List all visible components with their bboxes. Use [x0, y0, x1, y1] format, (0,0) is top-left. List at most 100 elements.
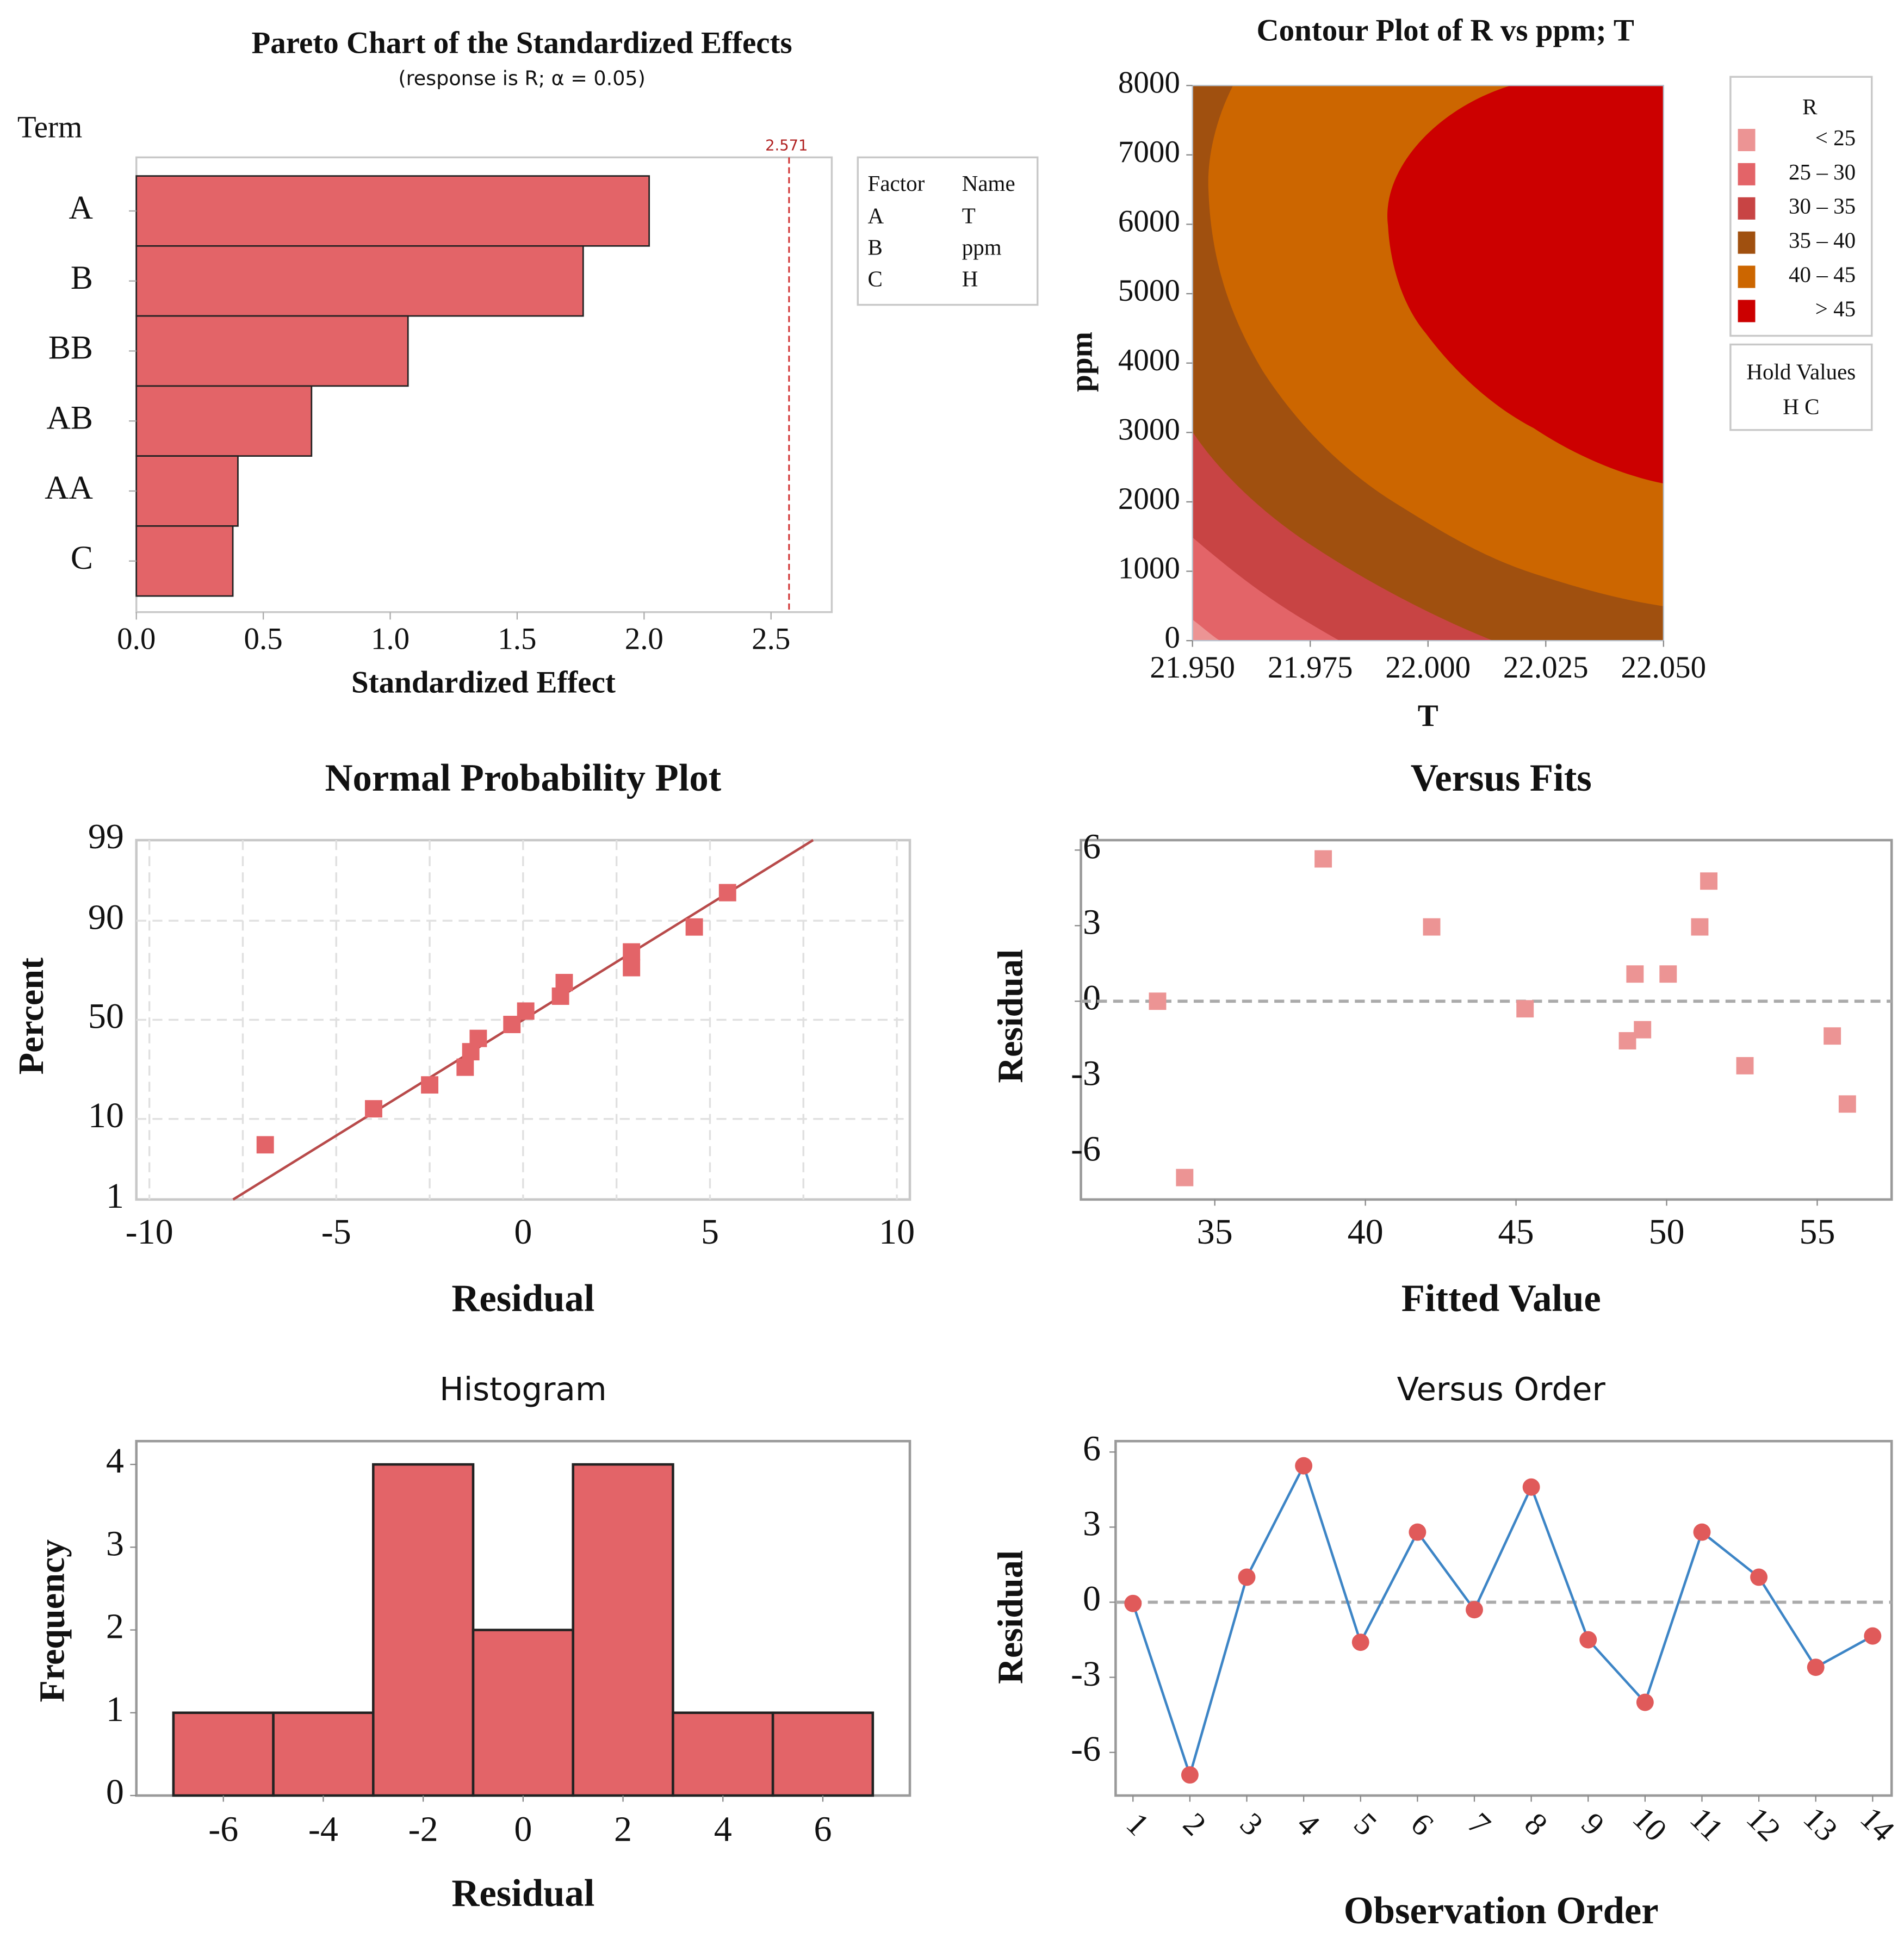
y-tick-label: 2 — [106, 1607, 124, 1647]
data-point — [1466, 1601, 1483, 1619]
y-axis-label: Term — [17, 110, 82, 144]
legend-name: T — [962, 203, 976, 228]
versus-fits-plot: Versus Fits 6 3 0 -3 -6 35 40 45 50 55 Fitted Value… — [991, 757, 1893, 1320]
histogram-bar — [472, 1629, 574, 1797]
x-tick-label: 9 — [1575, 1806, 1612, 1843]
data-point — [256, 1136, 274, 1154]
y-tick-label: 90 — [88, 897, 124, 937]
legend-box — [857, 156, 1039, 306]
x-tick-label: -10 — [126, 1212, 173, 1252]
legend-name: ppm — [962, 235, 1002, 260]
data-point — [685, 918, 703, 936]
data-point — [469, 1029, 487, 1047]
y-tick-label: 3 — [106, 1524, 124, 1563]
data-point — [517, 1002, 535, 1020]
y-tick-label: 8000 — [1118, 65, 1180, 100]
normal-probability-plot: Normal Probability Plot 1 10 50 90 99 -10 -5 0 5 1… — [11, 757, 915, 1320]
data-point — [1176, 1169, 1194, 1187]
legend-box — [1729, 343, 1873, 431]
contour-surface — [1192, 85, 1664, 641]
data-point — [1807, 1659, 1825, 1676]
y-tick-label: 99 — [88, 817, 124, 856]
x-tick-label: 12 — [1740, 1800, 1788, 1848]
x-tick-label: 13 — [1797, 1800, 1845, 1848]
data-point — [1409, 1523, 1427, 1541]
x-tick-label: 40 — [1348, 1212, 1384, 1252]
x-axis-label: Fitted Value — [1401, 1277, 1601, 1320]
legend-level-label: 25 – 30 — [1789, 159, 1856, 184]
legend-title: R — [1802, 94, 1818, 119]
legend-factor: B — [868, 235, 883, 260]
data-point — [1149, 992, 1167, 1010]
y-tick-label: 2000 — [1118, 482, 1180, 516]
data-point — [623, 943, 641, 961]
chart-title: Versus Fits — [1411, 757, 1592, 799]
x-tick-label: 6 — [1404, 1806, 1441, 1843]
data-point — [365, 1100, 382, 1118]
plot-area — [1080, 838, 1893, 1201]
data-point — [1700, 872, 1718, 890]
y-axis-label: Percent — [11, 958, 51, 1074]
y-tick-label: 6 — [1083, 1428, 1101, 1468]
reference-line-label: 2.571 — [765, 137, 808, 154]
chart-title: Pareto Chart of the Standardized Effects — [251, 26, 792, 60]
data-point — [1238, 1568, 1256, 1586]
data-point — [1659, 965, 1677, 983]
x-tick-label: 22.050 — [1621, 650, 1706, 685]
x-tick-label: 22.025 — [1503, 650, 1589, 685]
data-point — [1864, 1627, 1882, 1645]
legend-level-label: > 45 — [1815, 296, 1856, 321]
legend-swatch — [1738, 197, 1756, 220]
histogram-plot: Histogram 0 1 2 3 4 -6 -4 -2 0 2 4 6 Residual Frequenc… — [33, 1370, 911, 1915]
data-point — [718, 884, 736, 902]
legend-level-label: < 25 — [1815, 125, 1856, 150]
contour-plot: Contour Plot of R vs ppm; T 0 1000 2000 3000… — [1064, 14, 1873, 733]
x-tick-label: 8 — [1518, 1806, 1555, 1843]
category-label: AA — [45, 469, 93, 506]
x-tick-label: 45 — [1498, 1212, 1534, 1252]
x-tick-label: -4 — [308, 1810, 338, 1849]
data-point — [421, 1076, 439, 1094]
category-label: BB — [48, 330, 93, 367]
histogram-bar — [172, 1711, 275, 1797]
bar-b — [135, 245, 584, 317]
bar-aa — [135, 455, 239, 527]
y-tick-label: 1000 — [1118, 551, 1180, 586]
data-point — [1736, 1057, 1754, 1074]
x-tick-label: 0 — [514, 1810, 532, 1849]
y-tick-label: -6 — [1071, 1729, 1101, 1769]
x-axis-label: Residual — [451, 1277, 594, 1320]
contour-legend: R < 25 25 – 30 30 – 35 35 – 40 40 – 45 > 45 — [1729, 76, 1873, 337]
x-tick-label: 5 — [1347, 1806, 1384, 1843]
legend-level-label: 35 – 40 — [1789, 228, 1856, 253]
legend-name: H — [962, 266, 978, 291]
x-axis-label: T — [1418, 699, 1438, 733]
x-tick-label: 0.0 — [117, 622, 156, 656]
y-tick-label: 4000 — [1118, 343, 1180, 377]
chart-title: Normal Probability Plot — [325, 757, 722, 799]
y-axis-label: ppm — [1064, 332, 1099, 392]
y-axis-label: Residual — [991, 1550, 1031, 1684]
data-point — [1181, 1766, 1199, 1784]
data-point — [1522, 1478, 1540, 1496]
y-tick-label: 7000 — [1118, 135, 1180, 169]
data-point — [1626, 965, 1644, 983]
bar-bb — [135, 315, 409, 387]
histogram-bar — [672, 1711, 774, 1797]
chart-title: Contour Plot of R vs ppm; T — [1256, 14, 1634, 48]
x-tick-label: -5 — [321, 1212, 351, 1252]
data-point — [1516, 1000, 1534, 1018]
y-tick-label: 3000 — [1118, 412, 1180, 446]
x-axis-label: Observation Order — [1344, 1890, 1659, 1932]
bar-a — [135, 175, 650, 247]
x-tick-label: 3 — [1233, 1806, 1270, 1843]
data-point — [1351, 1633, 1369, 1651]
data-point — [1295, 1457, 1313, 1475]
y-tick-label: 50 — [88, 997, 124, 1036]
x-tick-label: 50 — [1648, 1212, 1684, 1252]
chart-subtitle: (response is R; α = 0.05) — [398, 66, 645, 90]
category-label: B — [71, 259, 93, 296]
chart-title: Versus Order — [1397, 1370, 1606, 1408]
data-point — [623, 959, 641, 977]
